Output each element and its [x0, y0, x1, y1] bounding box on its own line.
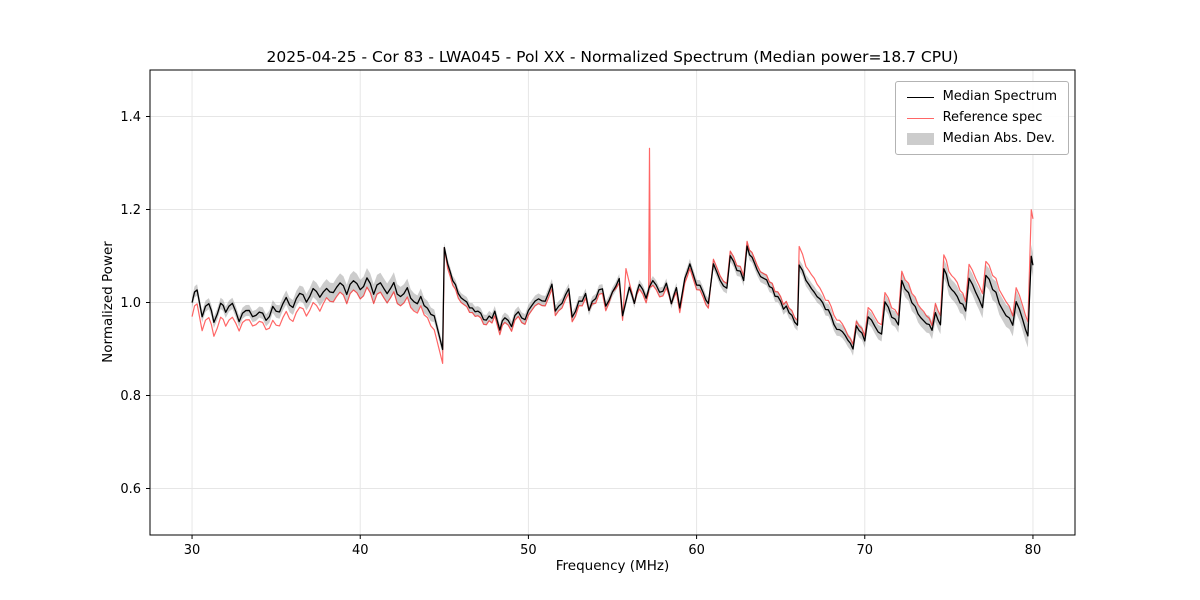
legend: Median Spectrum Reference spec Median Ab…: [894, 81, 1069, 155]
reference-line-swatch-icon: [906, 117, 934, 119]
x-axis-label: Frequency (MHz): [555, 558, 670, 574]
x-tick-label: 50: [520, 543, 537, 558]
x-tick-label: 70: [856, 543, 873, 558]
legend-label-median: Median Spectrum: [942, 89, 1057, 104]
legend-item-reference-spec: Reference spec: [906, 110, 1057, 126]
x-tick-label: 60: [688, 543, 705, 558]
chart-title: 2025-04-25 - Cor 83 - LWA045 - Pol XX - …: [266, 48, 959, 66]
legend-item-median-spectrum: Median Spectrum: [906, 89, 1057, 105]
x-tick-label: 80: [1025, 543, 1042, 558]
y-axis-label: Normalized Power: [100, 241, 116, 363]
legend-item-mad-band: Median Abs. Dev.: [906, 131, 1057, 147]
y-tick-label: 0.6: [120, 482, 141, 497]
median-line-swatch-icon: [906, 96, 934, 98]
y-tick-label: 1.4: [120, 110, 141, 125]
mad-band: [192, 240, 1033, 356]
reference-spec-line: [191, 147, 1034, 365]
y-tick-label: 1.0: [120, 296, 141, 311]
y-tick-label: 1.2: [120, 203, 141, 218]
legend-label-mad: Median Abs. Dev.: [942, 131, 1056, 146]
x-tick-label: 30: [184, 543, 201, 558]
mad-band-swatch-icon: [906, 133, 934, 145]
median-spectrum-line: [191, 245, 1034, 351]
legend-label-reference: Reference spec: [942, 110, 1043, 125]
y-tick-label: 0.8: [120, 389, 141, 404]
x-tick-label: 40: [352, 543, 369, 558]
